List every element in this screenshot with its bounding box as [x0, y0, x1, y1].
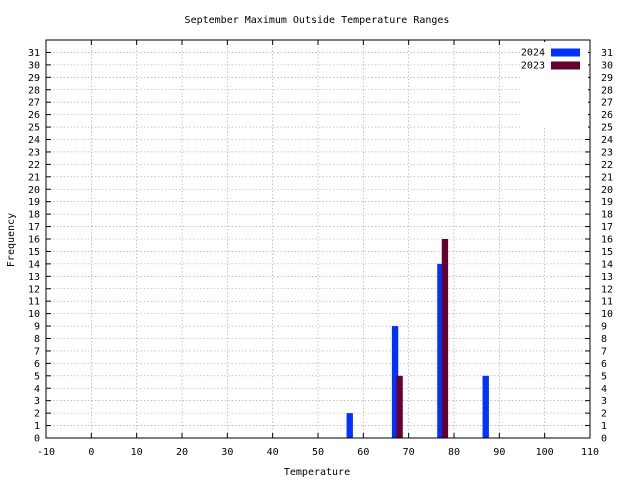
y-tick-label-right: 15: [601, 247, 613, 258]
y-tick-label-left: 18: [28, 210, 40, 221]
y-tick-label-left: 12: [28, 284, 40, 295]
x-tick-label: 90: [493, 447, 505, 458]
y-tick-label-left: 22: [28, 160, 40, 171]
y-tick-label-left: 25: [28, 123, 40, 134]
legend-label-2024: 2024: [521, 48, 545, 59]
x-tick-label: 40: [267, 447, 279, 458]
x-tick-label: 10: [131, 447, 143, 458]
y-tick-label-right: 10: [601, 309, 613, 320]
y-tick-label-left: 17: [28, 222, 40, 233]
y-tick-label-right: 4: [601, 384, 607, 395]
y-tick-label-left: 11: [28, 297, 40, 308]
y-tick-label-left: 14: [28, 259, 40, 270]
grid-lines: [46, 40, 590, 438]
y-tick-label-left: 8: [34, 334, 40, 345]
y-tick-label-left: 9: [34, 322, 40, 333]
y-tick-label-right: 1: [601, 421, 607, 432]
bar-2024-67: [391, 326, 399, 438]
y-tick-label-left: 0: [34, 434, 40, 445]
y-tick-label-left: 31: [28, 48, 40, 59]
x-tick-label: 100: [536, 447, 554, 458]
y-tick-label-right: 0: [601, 434, 607, 445]
y-tick-label-left: 19: [28, 197, 40, 208]
y-tick-label-left: 10: [28, 309, 40, 320]
y-tick-label-right: 3: [601, 396, 607, 407]
bar-2024-87: [482, 375, 489, 438]
y-tick-label-left: 6: [34, 359, 40, 370]
y-tick-label-right: 23: [601, 147, 613, 158]
x-axis-label: Temperature: [284, 467, 350, 478]
y-tick-label-right: 27: [601, 98, 613, 109]
y-tick-label-right: 25: [601, 123, 613, 134]
y-tick-label-left: 3: [34, 396, 40, 407]
x-tick-label: 50: [312, 447, 324, 458]
y-tick-label-right: 9: [601, 322, 607, 333]
y-tick-label-right: 26: [601, 110, 613, 121]
legend-swatch-2023: [551, 61, 580, 70]
y-tick-label-right: 24: [601, 135, 613, 146]
y-axis-label: Frequency: [6, 213, 17, 267]
x-tick-label: 20: [176, 447, 188, 458]
y-tick-label-left: 7: [34, 346, 40, 357]
y-tick-label-right: 28: [601, 85, 613, 96]
y-tick-label-right: 13: [601, 272, 613, 283]
y-tick-label-left: 20: [28, 185, 40, 196]
bars: [346, 239, 489, 438]
x-tick-label: 80: [448, 447, 460, 458]
y-tick-label-right: 18: [601, 210, 613, 221]
y-tick-label-left: 4: [34, 384, 40, 395]
y-tick-label-right: 22: [601, 160, 613, 171]
bar-2024-77: [437, 263, 444, 438]
legend: 2024 2023: [520, 42, 588, 128]
y-tick-label-left: 2: [34, 409, 40, 420]
y-tick-label-right: 14: [601, 259, 613, 270]
y-tick-label-left: 5: [34, 371, 40, 382]
chart-title: September Maximum Outside Temperature Ra…: [185, 15, 450, 26]
y-tick-label-left: 16: [28, 235, 40, 246]
y-tick-label-left: 24: [28, 135, 40, 146]
legend-label-2023: 2023: [521, 61, 545, 72]
y-tick-label-left: 29: [28, 73, 40, 84]
y-tick-label-right: 7: [601, 346, 607, 357]
y-tick-label-right: 11: [601, 297, 613, 308]
y-tick-label-left: 27: [28, 98, 40, 109]
plot-frame: [45, 39, 591, 439]
x-tick-label: -10: [37, 447, 55, 458]
bar-2023-68: [396, 375, 403, 438]
y-tick-label-left: 28: [28, 85, 40, 96]
y-tick-label-left: 13: [28, 272, 40, 283]
x-tick-label: 60: [357, 447, 369, 458]
x-tick-label: 110: [581, 447, 599, 458]
y-tick-label-left: 30: [28, 60, 40, 71]
y-tick-label-left: 21: [28, 172, 40, 183]
bar-2023-78: [441, 239, 449, 438]
y-tick-label-left: 26: [28, 110, 40, 121]
y-tick-label-right: 16: [601, 235, 613, 246]
y-tick-label-right: 31: [601, 48, 613, 59]
y-tick-label-right: 20: [601, 185, 613, 196]
y-tick-label-right: 21: [601, 172, 613, 183]
y-tick-label-left: 15: [28, 247, 40, 258]
y-tick-label-right: 2: [601, 409, 607, 420]
y-tick-label-right: 8: [601, 334, 607, 345]
x-tick-label: 0: [88, 447, 94, 458]
y-tick-label-right: 17: [601, 222, 613, 233]
legend-swatch-2024: [551, 48, 580, 57]
y-tick-label-right: 30: [601, 60, 613, 71]
bar-2024-57: [346, 413, 353, 438]
y-tick-label-right: 12: [601, 284, 613, 295]
y-tick-label-right: 6: [601, 359, 607, 370]
y-tick-label-left: 23: [28, 147, 40, 158]
x-tick-label: 30: [221, 447, 233, 458]
y-tick-label-right: 19: [601, 197, 613, 208]
y-tick-label-left: 1: [34, 421, 40, 432]
x-tick-label: 70: [403, 447, 415, 458]
y-tick-label-right: 5: [601, 371, 607, 382]
y-tick-label-right: 29: [601, 73, 613, 84]
